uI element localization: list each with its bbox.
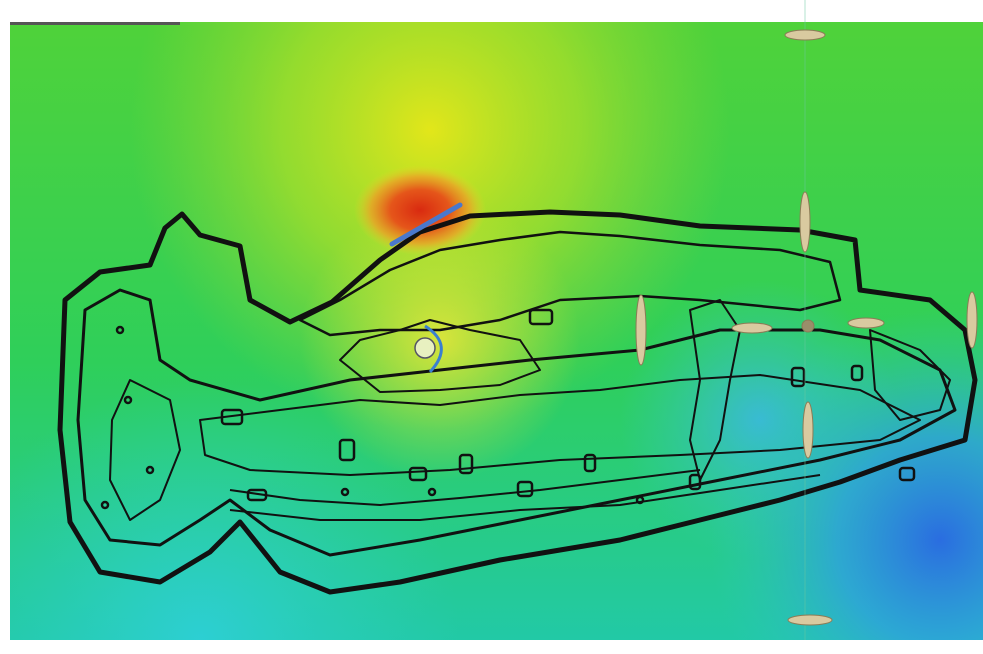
visualization bbox=[0, 0, 983, 654]
